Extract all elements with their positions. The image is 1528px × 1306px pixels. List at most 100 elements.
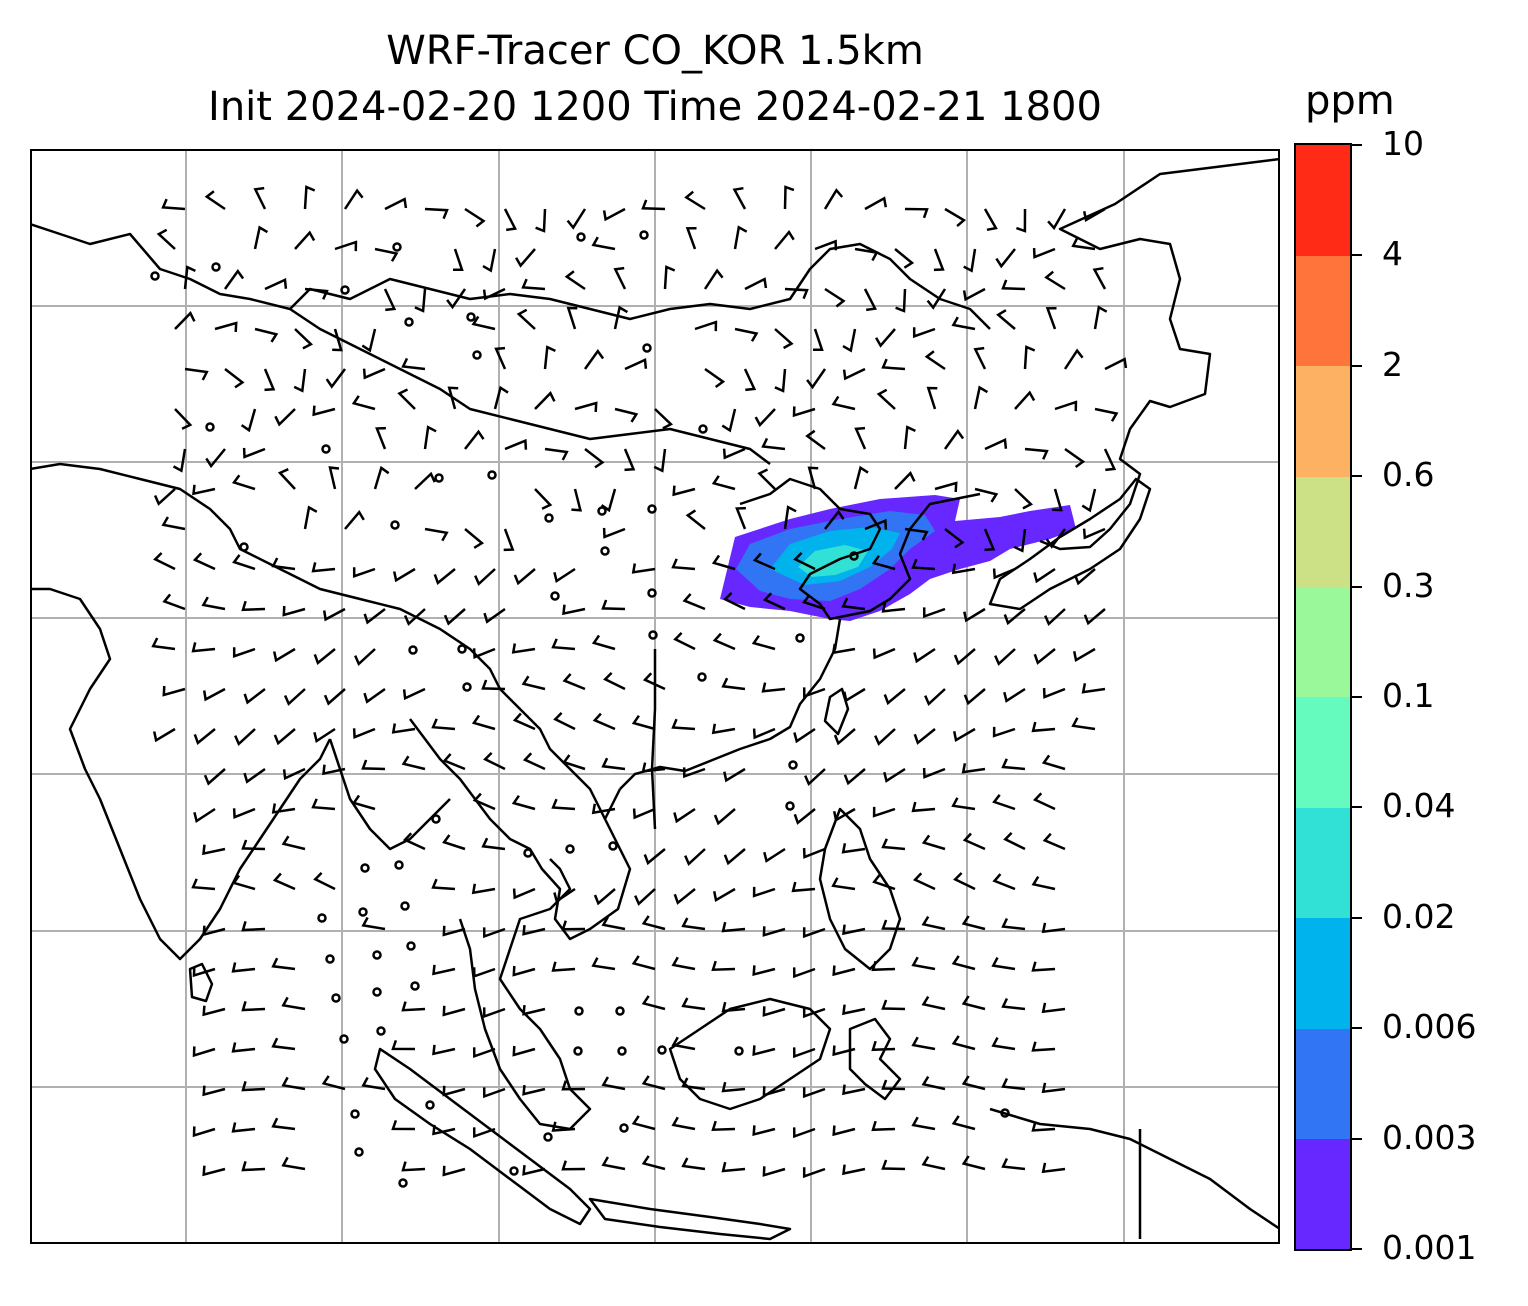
wind-barb bbox=[1031, 721, 1056, 733]
wind-barb bbox=[601, 599, 626, 611]
wind-barb bbox=[973, 385, 989, 410]
wind-barb bbox=[824, 509, 845, 530]
colorbar-tick-label: 2 bbox=[1382, 344, 1403, 384]
wind-barb bbox=[442, 834, 466, 851]
wind-barb bbox=[442, 753, 466, 771]
wind-barb bbox=[184, 367, 209, 381]
wind-barb bbox=[282, 767, 306, 781]
coastline-japan bbox=[988, 477, 1152, 611]
wind-barb bbox=[511, 643, 536, 654]
wind-barb bbox=[551, 1121, 576, 1132]
wind-barb bbox=[824, 287, 846, 308]
wind-barb bbox=[881, 999, 906, 1011]
wind-barb bbox=[153, 488, 176, 506]
wind-barb bbox=[193, 807, 216, 824]
wind-barb bbox=[374, 247, 399, 262]
wind-barb bbox=[232, 807, 256, 820]
wind-barb bbox=[1094, 407, 1119, 422]
wind-barb bbox=[432, 1124, 456, 1136]
wind-barb bbox=[963, 688, 986, 706]
wind-barb bbox=[996, 309, 1016, 330]
wind-barb bbox=[403, 608, 426, 626]
colorbar-tick bbox=[1352, 1027, 1362, 1030]
wind-barb bbox=[156, 228, 176, 250]
wind-barb bbox=[264, 278, 288, 291]
calm-wind-marker bbox=[608, 841, 618, 851]
wind-barb bbox=[202, 1085, 226, 1097]
wind-barb bbox=[522, 1004, 546, 1016]
wind-barb bbox=[243, 767, 266, 784]
wind-barb bbox=[783, 185, 795, 210]
colorbar-tick bbox=[1352, 585, 1362, 588]
wind-barb bbox=[1044, 270, 1066, 291]
map-canvas[interactable] bbox=[30, 149, 1280, 1244]
wind-barb bbox=[351, 794, 376, 811]
wind-barb bbox=[1014, 488, 1034, 510]
wind-barb bbox=[881, 838, 906, 851]
colorbar-unit-label: ppm bbox=[1305, 78, 1395, 124]
wind-barb bbox=[240, 408, 257, 433]
map-panel[interactable] bbox=[30, 149, 1280, 1244]
coastline-taiwan bbox=[823, 687, 850, 736]
wind-barb bbox=[321, 1075, 346, 1091]
wind-barb bbox=[875, 328, 896, 348]
calm-wind-marker bbox=[408, 645, 418, 655]
wind-barb bbox=[792, 967, 816, 979]
wind-barb bbox=[757, 468, 776, 490]
border-china-interior bbox=[650, 649, 657, 830]
wind-barb bbox=[832, 807, 856, 823]
calm-wind-marker bbox=[398, 1178, 408, 1188]
wind-barb bbox=[802, 847, 826, 859]
wind-barb bbox=[272, 872, 296, 891]
colorbar-tick bbox=[1352, 254, 1362, 257]
wind-barb bbox=[424, 207, 449, 220]
wind-barb bbox=[733, 225, 748, 250]
wind-barb bbox=[231, 874, 256, 891]
wind-barb bbox=[551, 798, 576, 811]
wind-barb bbox=[231, 1122, 256, 1133]
wind-barb bbox=[384, 197, 408, 211]
calm-wind-marker bbox=[576, 232, 586, 242]
map-frame bbox=[30, 149, 1280, 1244]
wind-barb bbox=[574, 401, 598, 412]
calm-wind-marker bbox=[573, 1046, 583, 1056]
wind-barb bbox=[802, 1087, 826, 1099]
colorbar-tick bbox=[1352, 806, 1362, 809]
wind-barb bbox=[464, 528, 485, 549]
wind-barb bbox=[842, 1164, 866, 1176]
colorbar bbox=[1294, 143, 1352, 1251]
wind-barb bbox=[591, 803, 616, 815]
calm-wind-marker bbox=[600, 546, 610, 556]
calm-wind-marker bbox=[487, 470, 497, 480]
wind-barb bbox=[1014, 390, 1036, 410]
wind-barb bbox=[624, 358, 648, 371]
coastline-philippines bbox=[818, 807, 902, 971]
wind-barb bbox=[323, 688, 346, 706]
wind-barb bbox=[793, 808, 816, 825]
calm-wind-marker bbox=[394, 860, 404, 870]
wind-barb bbox=[183, 265, 196, 290]
wind-barb bbox=[911, 1116, 936, 1131]
calm-wind-marker bbox=[647, 588, 657, 598]
wind-barb bbox=[442, 1085, 466, 1097]
wind-barb bbox=[551, 961, 576, 972]
wind-barb bbox=[711, 1120, 736, 1132]
wind-barb bbox=[202, 687, 226, 702]
calm-wind-marker bbox=[392, 242, 402, 252]
calm-wind-marker bbox=[406, 941, 416, 951]
wind-barb bbox=[311, 798, 336, 811]
wind-barb bbox=[584, 448, 605, 469]
wind-barb bbox=[273, 728, 296, 746]
wind-barb bbox=[191, 642, 216, 653]
wind-barb bbox=[994, 648, 1016, 666]
wind-barb bbox=[205, 448, 226, 469]
wind-barb bbox=[161, 198, 186, 211]
wind-barb bbox=[944, 528, 965, 549]
wind-barb bbox=[671, 1116, 696, 1131]
wind-barb bbox=[943, 428, 965, 450]
wind-barb bbox=[934, 481, 958, 492]
wind-barb bbox=[823, 188, 844, 210]
wind-barb bbox=[832, 965, 856, 977]
colorbar-segment bbox=[1296, 586, 1350, 698]
wind-barb bbox=[805, 429, 826, 451]
